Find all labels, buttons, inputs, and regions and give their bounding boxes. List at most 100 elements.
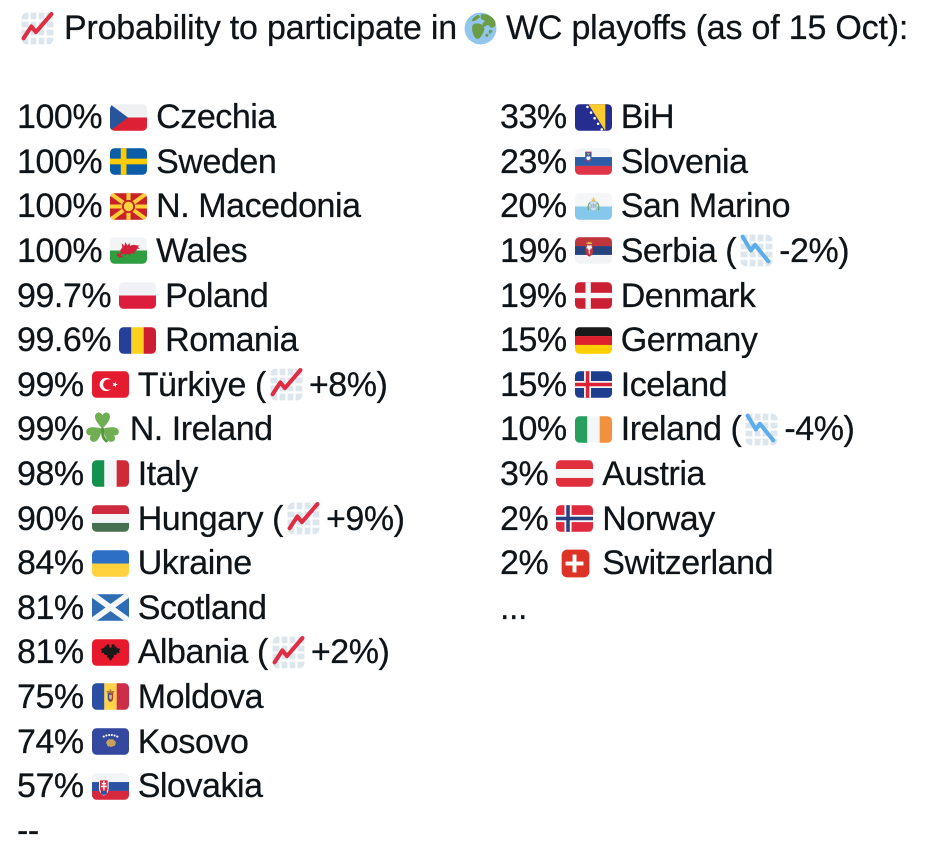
flag-switzerland-icon [561,549,590,577]
flag-norway-icon [556,500,593,537]
probability-percent: 99.6% [17,321,112,360]
playoff-row: 84% Ukraine [17,541,500,586]
probability-percent: 81% [17,633,84,672]
probability-percent: 100% [17,142,103,181]
probability-percent: 15% [500,321,567,360]
flag-czechia-icon [110,99,147,136]
country-name: Wales [156,231,248,270]
flag-slovakia-icon [92,768,129,805]
probability-percent: 23% [500,142,567,181]
chart-increasing-icon [285,500,322,537]
country-name: Romania [165,321,299,360]
probability-percent: 57% [17,767,84,806]
flag-kosovo-icon [92,723,129,760]
playoff-row: 99% Türkiye ( +8%) [17,363,500,408]
country-name: Kosovo [137,722,249,761]
flag-sweden-icon [110,143,147,180]
title-text-after-globe: WC playoffs (as of 15 Oct): [505,9,909,47]
change-value: -4%) [784,410,855,449]
probability-percent: 81% [17,588,84,627]
flag-moldova-icon [92,678,129,715]
playoff-row: 15% Iceland [500,363,926,408]
probability-percent: 74% [17,722,84,761]
change-paren-open: ( [246,365,267,404]
probability-percent: 3% [500,454,549,493]
change-value: -2%) [779,231,850,270]
country-name: Hungary [137,499,264,538]
playoff-row: 98% Italy [17,452,500,497]
probability-percent: 75% [17,677,84,716]
flag-wales-icon [110,232,147,269]
probability-percent: 19% [500,231,567,270]
playoff-row: 33% BiH [500,95,926,140]
country-name: Switzerland [602,544,774,583]
country-name: Norway [602,499,715,538]
right-column: 33% BiH 23% Slovenia 20% San Marino 19% Serbia … [500,95,926,853]
playoff-row: 10% Ireland (-4%) [500,407,926,452]
title-text-before-globe: Probability to participate in [64,9,457,47]
probability-percent: 2% [500,499,549,538]
playoff-row: 20% San Marino [500,184,926,229]
country-name: San Marino [620,187,791,226]
flag-austria-icon [556,455,593,492]
post-title: Probability to participate in WC playoffs… [17,6,926,51]
country-name: Slovakia [137,767,264,806]
playoff-row: 100% Wales [17,229,500,274]
flag-denmark-icon [575,277,612,314]
probability-percent: 100% [17,187,103,226]
playoff-row: 19% Denmark [500,274,926,319]
probability-percent: 99% [17,410,84,449]
country-name: N. Ireland [129,410,274,449]
probability-percent: 33% [500,98,567,137]
change-paren-open: ( [716,231,737,270]
playoff-row: 99.6% Romania [17,318,500,363]
country-name: Sweden [156,142,277,181]
country-name: Czechia [156,98,276,137]
playoff-row: 15% Germany [500,318,926,363]
change-paren-open: ( [721,410,742,449]
flag-poland-icon [119,277,156,314]
flag-macedonia-icon [110,188,147,225]
left-column: 100% Czechia 100% Sweden 100% N. Macedonia 100… [17,95,500,853]
flag-bosnia-icon [575,99,612,136]
change-paren-open: ( [263,499,284,538]
playoff-row: 75% Moldova [17,675,500,720]
probability-percent: 100% [17,98,103,137]
playoff-row: 23% Slovenia [500,140,926,185]
flag-serbia-icon [575,232,612,269]
change-paren-open: ( [247,633,269,672]
probability-percent: 90% [17,499,84,538]
playoff-row: 100% Sweden [17,140,500,185]
shamrock-icon [83,410,121,445]
flag-albania-icon [92,634,129,671]
flag-ukraine-icon [92,545,129,582]
country-name: Albania [137,633,249,672]
playoff-row: 2% Norway [500,497,926,542]
playoff-row: 99.7% Poland [17,274,500,319]
playoff-post: Probability to participate in WC playoffs… [17,6,926,853]
country-name: Slovenia [620,142,749,181]
change-value: +8%) [308,365,388,404]
probability-percent: 15% [500,365,567,404]
flag-iceland-icon [575,366,612,403]
globe-europe-africa-icon [464,12,497,44]
country-name: Poland [165,276,269,315]
country-name: Türkiye [137,365,247,404]
probability-percent: 10% [500,410,567,449]
probability-percent: 20% [500,187,567,226]
probability-percent: 2% [500,544,549,583]
chart-increasing-icon [19,10,56,47]
flag-ireland-icon [575,411,612,448]
chart-decreasing-icon [738,232,775,269]
playoff-row: 3% Austria [500,452,926,497]
probability-percent: 99% [17,365,84,404]
probability-percent: 19% [500,276,567,315]
playoff-row: 90% Hungary (+9%) [17,497,500,542]
chart-decreasing-icon [743,411,780,448]
probability-percent: 98% [17,454,84,493]
column-footer: -- [17,811,39,850]
country-name: N. Macedonia [156,187,361,226]
flag-san-marino-icon [575,188,612,225]
country-name: Moldova [137,677,264,716]
country-name: Scotland [137,588,267,627]
